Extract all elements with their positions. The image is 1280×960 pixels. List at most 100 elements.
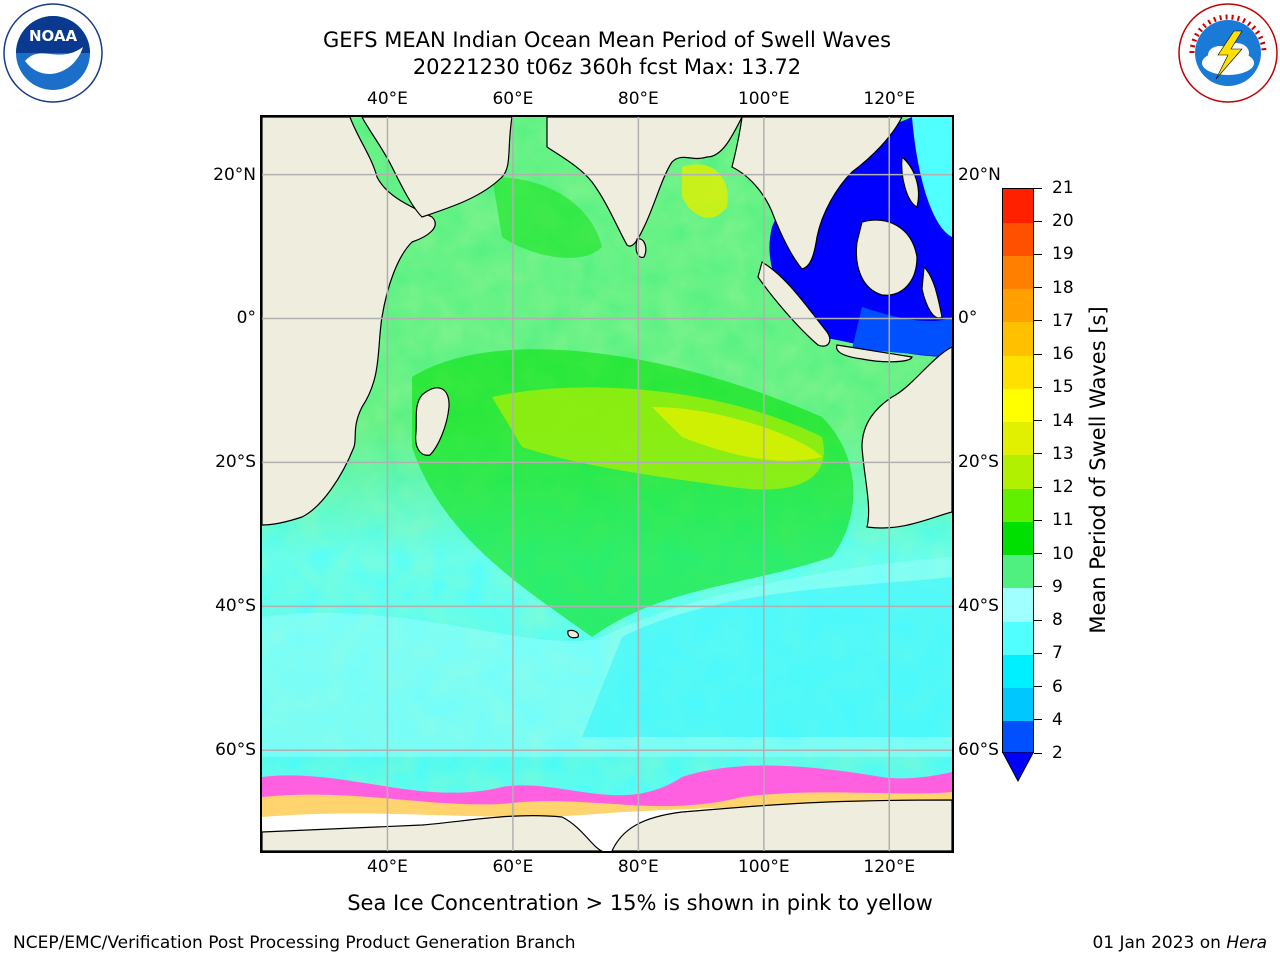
colorbar-tick-mark (1034, 486, 1042, 488)
colorbar-tick-label: 11 (1052, 510, 1074, 531)
lon-tick-top: 40°E (367, 89, 408, 109)
colorbar-tick-mark (1034, 220, 1042, 222)
colorbar-tick-mark (1034, 287, 1042, 289)
nws-logo-icon (1178, 3, 1278, 103)
colorbar-segment (1003, 421, 1033, 456)
lon-tick-top: 60°E (492, 89, 534, 109)
colorbar-tick-label: 14 (1052, 410, 1074, 431)
chart-title: GEFS MEAN Indian Ocean Mean Period of Sw… (322, 28, 892, 52)
swell-bay-of-bengal (682, 164, 728, 218)
land-antarctica (262, 815, 603, 851)
colorbar-tick-label: 2 (1052, 743, 1063, 763)
lon-tick-bottom: 100°E (737, 857, 790, 877)
lon-tick-bottom: 40°E (367, 857, 408, 877)
map-panel (260, 115, 954, 853)
colorbar-tick-mark (1034, 686, 1042, 688)
colorbar-tick-mark (1034, 553, 1042, 555)
land-arabia (361, 117, 513, 218)
lat-tick-left: 40°S (215, 596, 256, 617)
colorbar-tick-label: 6 (1052, 676, 1063, 697)
lat-tick-right: 20°N (958, 164, 1001, 185)
swell-band-13s (652, 407, 822, 461)
colorbar-tick-label: 18 (1052, 277, 1074, 298)
swell-band-12s (492, 387, 824, 490)
swell-pacific-cyan (912, 117, 952, 237)
colorbar-tick-label: 8 (1052, 610, 1063, 631)
sea-ice-note: Sea Ice Concentration > 15% is shown in … (347, 891, 933, 915)
colorbar-tick-label: 17 (1052, 310, 1074, 331)
land-africa (262, 117, 436, 526)
colorbar-segment (1003, 587, 1033, 622)
lat-tick-left: 20°N (213, 164, 256, 185)
colorbar (1002, 188, 1034, 755)
colorbar-title: Mean Period of Swell Waves [s] (1086, 306, 1110, 634)
swell-java-sea (852, 307, 952, 357)
swell-southern-6s (582, 577, 952, 737)
chart-subtitle: 20221230 t06z 360h fcst Max: 13.72 (412, 55, 802, 79)
colorbar-tick-mark (1034, 652, 1042, 654)
land (262, 117, 952, 851)
land-australia (861, 346, 952, 529)
land-borneo (855, 219, 918, 296)
colorbar-tick-mark (1034, 253, 1042, 255)
colorbar-tick-label: 7 (1052, 643, 1063, 664)
colorbar-tick-label: 4 (1052, 709, 1063, 730)
lat-tick-left: 20°S (215, 452, 256, 473)
colorbar-tick-mark (1034, 320, 1042, 322)
footer-credit: NCEP/EMC/Verification Post Processing Pr… (13, 933, 576, 953)
colorbar-segment (1003, 687, 1033, 722)
lon-tick-top: 100°E (737, 89, 790, 109)
colorbar-segment (1003, 488, 1033, 522)
land-se-asia (731, 117, 903, 270)
swell-arabian-sea (492, 177, 602, 258)
colorbar-tick-mark (1034, 420, 1042, 422)
colorbar-tick-label: 16 (1052, 344, 1074, 365)
colorbar-segment (1003, 388, 1033, 423)
colorbar-segment (1003, 321, 1033, 356)
lat-tick-left: 0° (236, 308, 256, 329)
graticule (262, 117, 952, 851)
colorbar-segment (1003, 288, 1033, 323)
colorbar-tick-mark (1034, 386, 1042, 388)
lat-tick-right: 0° (958, 308, 978, 329)
land-sri-lanka (635, 238, 647, 258)
colorbar-tick-label: 10 (1052, 543, 1074, 564)
colorbar-segment (1003, 521, 1033, 556)
colorbar-segment (1003, 621, 1033, 655)
lon-tick-bottom: 60°E (492, 857, 534, 877)
colorbar-tick-mark (1034, 586, 1042, 588)
colorbar-tick-mark (1034, 619, 1042, 621)
colorbar-tick-mark (1034, 453, 1042, 455)
lat-tick-right: 60°S (958, 740, 999, 761)
colorbar-tick-label: 21 (1052, 178, 1074, 198)
colorbar-tick-label: 12 (1052, 477, 1074, 498)
colorbar-segment (1003, 554, 1033, 589)
land-kerguelen (567, 629, 579, 639)
colorbar-tick-mark (1034, 719, 1042, 721)
svg-text:NOAA: NOAA (29, 27, 78, 45)
colorbar-tick-label: 9 (1052, 576, 1063, 597)
colorbar-tick-label: 19 (1052, 244, 1074, 265)
colorbar-tick-label: 13 (1052, 443, 1074, 464)
land-madagascar (415, 387, 450, 456)
noaa-logo-icon: NOAA (3, 3, 103, 103)
land-java (836, 344, 913, 363)
colorbar-segment (1003, 454, 1033, 489)
swell-period-map (262, 117, 952, 851)
colorbar-segment (1003, 222, 1033, 256)
land-sulawesi (921, 265, 943, 319)
colorbar-tick-label: 15 (1052, 377, 1074, 398)
lon-tick-bottom: 80°E (617, 857, 659, 877)
colorbar-extend-low-arrow (1002, 752, 1034, 782)
land-india (546, 117, 743, 247)
footer-date: 01 Jan 2023 on Hera (1092, 933, 1267, 953)
footer-host: Hera (1226, 933, 1267, 953)
colorbar-tick-mark (1034, 752, 1042, 754)
lon-tick-top: 80°E (617, 89, 659, 109)
colorbar-segment (1003, 189, 1033, 223)
colorbar-segment (1003, 355, 1033, 389)
land-sumatra (757, 261, 831, 347)
lat-tick-left: 60°S (215, 740, 256, 761)
colorbar-segment (1003, 720, 1033, 755)
lat-tick-right: 20°S (958, 452, 999, 473)
